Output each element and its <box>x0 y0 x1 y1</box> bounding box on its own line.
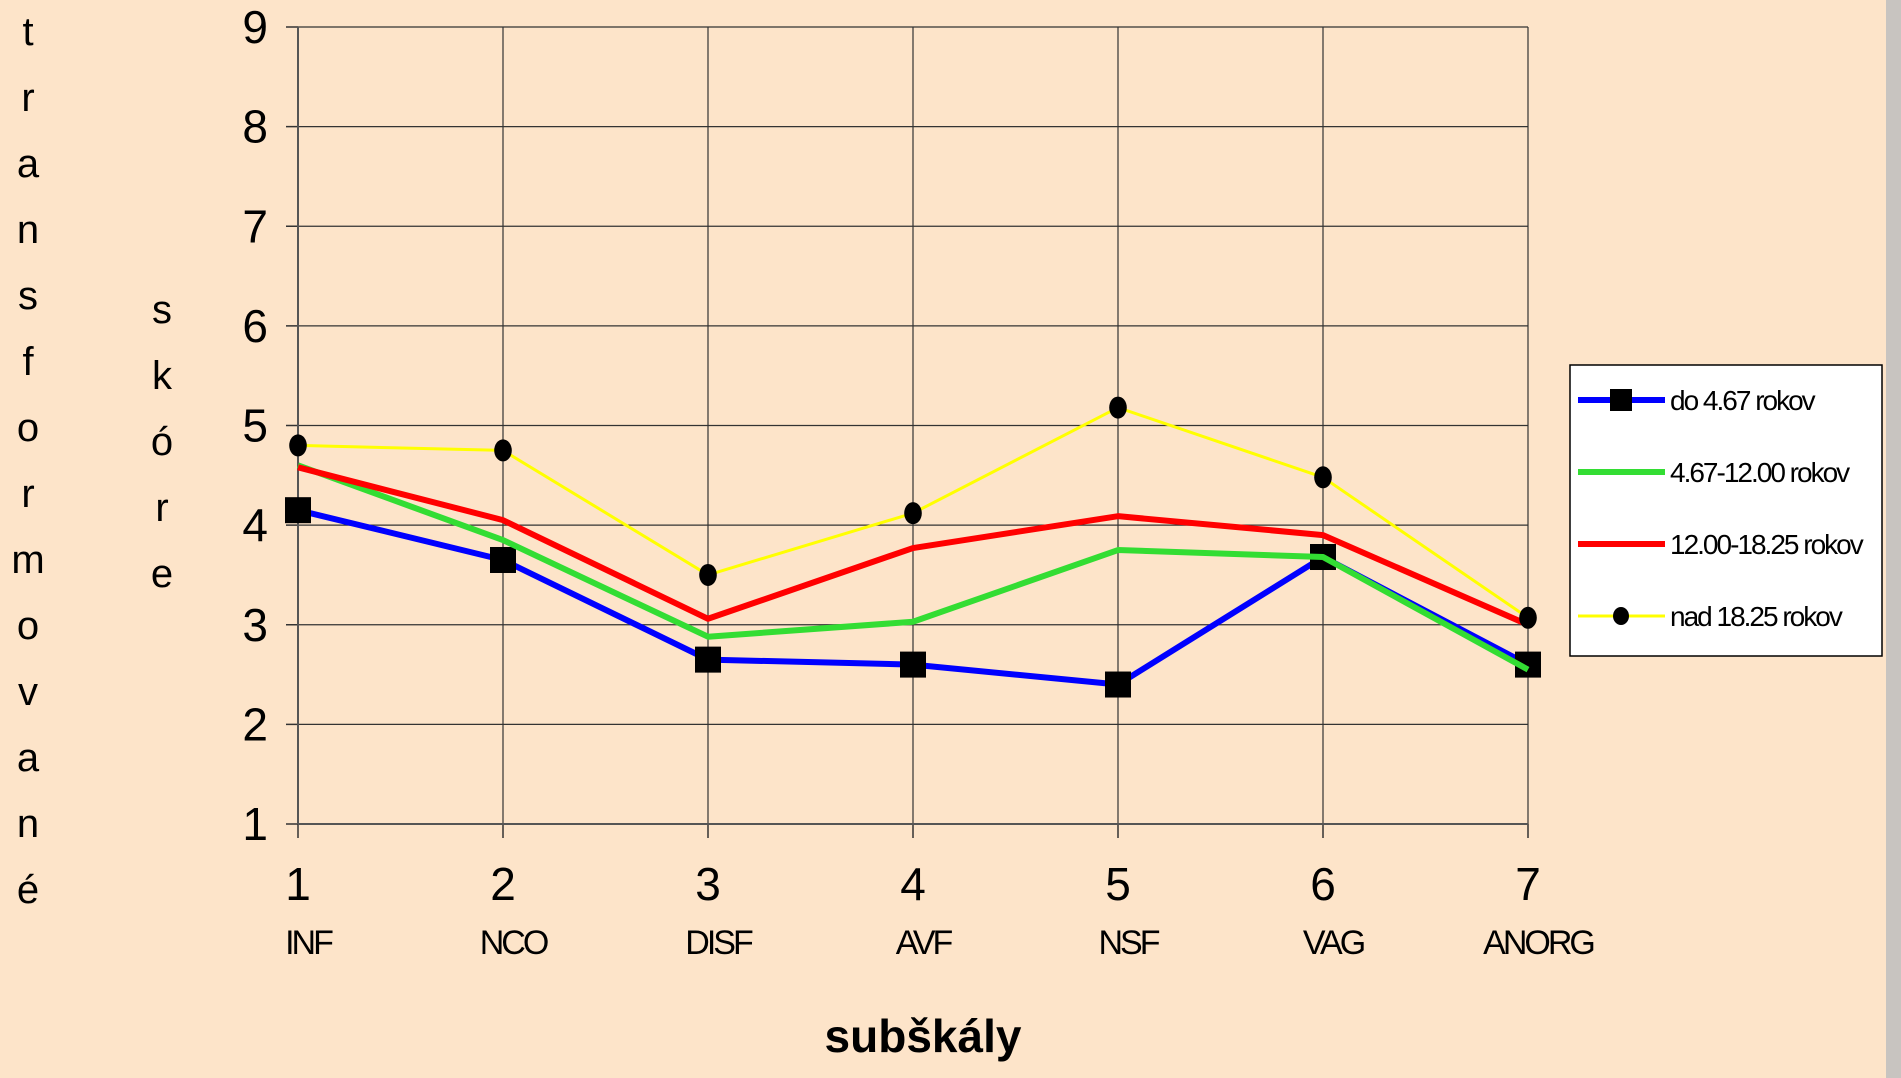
series <box>296 462 1530 673</box>
marker <box>494 439 512 462</box>
legend-marker <box>1610 389 1632 411</box>
marker <box>1105 671 1131 698</box>
series <box>297 464 1530 628</box>
legend-label: do 4.67 rokov <box>1670 385 1816 416</box>
x-tick-sublabel: VAG <box>1303 924 1364 962</box>
x-tick-label: 1 <box>285 858 311 910</box>
legend-label: 12.00-18.25 rokov <box>1670 529 1864 560</box>
marker <box>285 497 311 524</box>
x-tick-label: 3 <box>695 858 721 910</box>
y-axis-label: transformované <box>6 10 50 934</box>
y-tick-label: 5 <box>242 400 268 452</box>
legend-label: nad 18.25 rokov <box>1670 601 1843 632</box>
y-tick-label: 7 <box>242 200 268 252</box>
marker <box>1109 396 1127 419</box>
x-tick-sublabel: INF <box>285 924 333 962</box>
x-tick-sublabel: NSF <box>1099 924 1160 962</box>
marker <box>1314 466 1332 489</box>
x-tick-label: 5 <box>1105 858 1131 910</box>
marker <box>904 502 922 525</box>
legend-marker <box>1613 607 1629 625</box>
y-axis-label: skóre <box>140 288 184 618</box>
marker <box>900 651 926 678</box>
x-tick-sublabel: AVF <box>896 924 953 962</box>
line <box>296 462 1530 673</box>
marker <box>1519 606 1537 629</box>
x-tick-sublabel: ANORG <box>1483 924 1593 962</box>
x-tick-label: 2 <box>490 858 516 910</box>
x-tick-sublabel: NCO <box>480 924 548 962</box>
y-tick-label: 1 <box>242 798 268 850</box>
marker <box>490 546 516 573</box>
marker <box>699 563 717 586</box>
legend: do 4.67 rokov 4.67-12.00 rokov 12.00-18.25… <box>1569 364 1883 657</box>
marker <box>695 646 721 673</box>
legend-label: 4.67-12.00 rokov <box>1670 457 1850 488</box>
x-tick-sublabel: DISF <box>685 924 753 962</box>
y-tick-label: 6 <box>242 300 268 352</box>
x-tick-label: 7 <box>1515 858 1541 910</box>
x-axis-label: subškály <box>825 1010 1022 1062</box>
line <box>297 464 1530 628</box>
marker <box>289 434 307 457</box>
y-tick-label: 2 <box>242 698 268 750</box>
y-tick-label: 9 <box>242 1 268 53</box>
series <box>289 396 1537 629</box>
y-tick-label: 8 <box>242 101 268 153</box>
window-edge <box>1886 0 1901 1078</box>
x-tick-label: 6 <box>1310 858 1336 910</box>
y-tick-label: 4 <box>242 499 268 551</box>
y-tick-label: 3 <box>242 599 268 651</box>
x-tick-label: 4 <box>900 858 926 910</box>
